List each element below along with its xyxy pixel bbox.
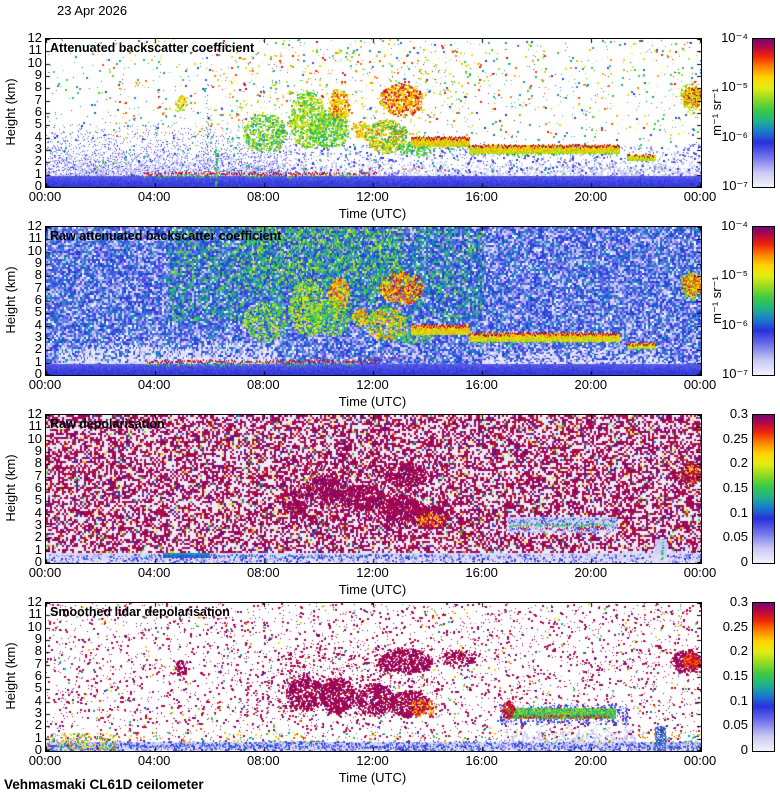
colorbar (752, 38, 775, 188)
x-tick-label: 20:00 (569, 754, 613, 768)
colorbar-tick-label: 0.3 (698, 595, 748, 609)
colorbar-tick-label: 0.2 (698, 644, 748, 658)
x-tick-label: 20:00 (569, 190, 613, 204)
x-tick-label: 04:00 (132, 378, 176, 392)
x-tick-label: 20:00 (569, 378, 613, 392)
colorbar-tick-label: 0 (698, 555, 748, 569)
colorbar-tick-label: 10⁻⁴ (698, 31, 748, 45)
colorbar-tick-label: 0.3 (698, 407, 748, 421)
x-tick-label: 08:00 (241, 190, 285, 204)
panel-smoothed-lidar-depolarisation: Height (km) 12 11 10 9 8 7 6 5 4 3 2 1 0 Smoothed li… (0, 602, 780, 800)
x-tick-label: 00:00 (23, 378, 67, 392)
x-tick-label: 00:00 (23, 190, 67, 204)
x-tick-label: 04:00 (132, 566, 176, 580)
panel-title: Raw depolarisation (50, 417, 165, 431)
panel-title: Raw attenuated backscatter coefficient (50, 229, 281, 243)
x-tick-label: 16:00 (460, 190, 504, 204)
colorbar-tick-label: 0.1 (698, 694, 748, 708)
colorbar-tick-label: 10⁻⁴ (698, 219, 748, 233)
x-tick-label: 16:00 (460, 566, 504, 580)
x-tick-label: 16:00 (460, 754, 504, 768)
x-tick-label: 12:00 (351, 566, 395, 580)
date-label: 23 Apr 2026 (57, 3, 127, 18)
colorbar-tick-label: 10⁻⁷ (698, 367, 748, 381)
x-tick-label: 08:00 (241, 754, 285, 768)
colorbar (752, 602, 775, 752)
x-axis-label: Time (UTC) (45, 582, 700, 597)
heatmap-attenuated-backscatter (45, 38, 702, 188)
colorbar-tick-label: 0.15 (698, 481, 748, 495)
panel-raw-depolarisation: Height (km) 12 11 10 9 8 7 6 5 4 3 2 1 0 Raw depolar… (0, 414, 780, 614)
colorbar-unit-label: m⁻¹ sr⁻¹ (709, 72, 723, 152)
colorbar (752, 414, 775, 564)
x-tick-label: 00:00 (23, 566, 67, 580)
x-axis-label: Time (UTC) (45, 206, 700, 221)
colorbar-tick-label: 0.2 (698, 456, 748, 470)
panel-title: Smoothed lidar depolarisation (50, 605, 230, 619)
x-tick-label: 08:00 (241, 566, 285, 580)
x-tick-label: 12:00 (351, 190, 395, 204)
x-tick-label: 04:00 (132, 754, 176, 768)
x-tick-label: 00:00 (23, 754, 67, 768)
x-axis-label: Time (UTC) (45, 394, 700, 409)
colorbar-tick-label: 0.25 (698, 432, 748, 446)
colorbar-tick-label: 0.05 (698, 530, 748, 544)
colorbar-tick-label: 0 (698, 743, 748, 757)
colorbar-tick-label: 0.25 (698, 620, 748, 634)
panel-attenuated-backscatter: Height (km) 12 11 10 9 8 7 6 5 4 3 2 1 0 Attenuated … (0, 38, 780, 238)
x-tick-label: 16:00 (460, 378, 504, 392)
colorbar-tick-label: 0.15 (698, 669, 748, 683)
heatmap-raw-depolarisation (45, 414, 702, 564)
colorbar-tick-label: 0.1 (698, 506, 748, 520)
colorbar-tick-label: 0.05 (698, 718, 748, 732)
x-tick-label: 08:00 (241, 378, 285, 392)
x-tick-label: 20:00 (569, 566, 613, 580)
ceilometer-quicklook-page: { "header": { "date": "23 Apr 2026" }, "… (0, 0, 780, 800)
colorbar (752, 226, 775, 376)
heatmap-smoothed-lidar-depolarisation (45, 602, 702, 752)
x-tick-label: 12:00 (351, 754, 395, 768)
station-footer-label: Vehmasmaki CL61D ceilometer (4, 777, 204, 792)
x-tick-label: 04:00 (132, 190, 176, 204)
panel-raw-attenuated-backscatter: Height (km) 12 11 10 9 8 7 6 5 4 3 2 1 0 Raw attenua… (0, 226, 780, 426)
colorbar-unit-label: m⁻¹ sr⁻¹ (709, 260, 723, 340)
panel-title: Attenuated backscatter coefficient (50, 41, 254, 55)
x-tick-label: 12:00 (351, 378, 395, 392)
heatmap-raw-attenuated-backscatter (45, 226, 702, 376)
colorbar-tick-label: 10⁻⁷ (698, 179, 748, 193)
